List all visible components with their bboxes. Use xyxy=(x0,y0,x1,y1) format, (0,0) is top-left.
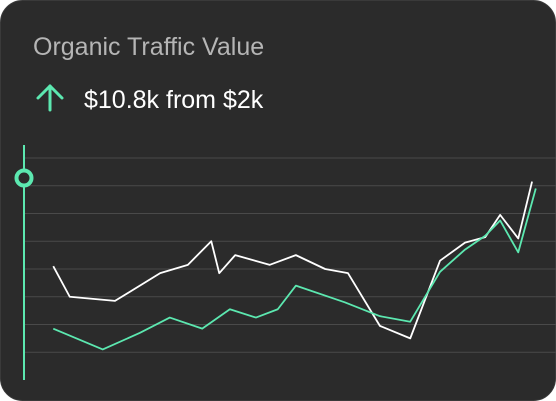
series-line xyxy=(52,188,537,351)
cursor-handle xyxy=(14,168,34,188)
chart-title: Organic Traffic Value xyxy=(33,33,264,61)
plot xyxy=(24,157,556,353)
up-arrow xyxy=(36,84,64,112)
chart-subtitle: $10.8k from $2k xyxy=(84,86,264,114)
